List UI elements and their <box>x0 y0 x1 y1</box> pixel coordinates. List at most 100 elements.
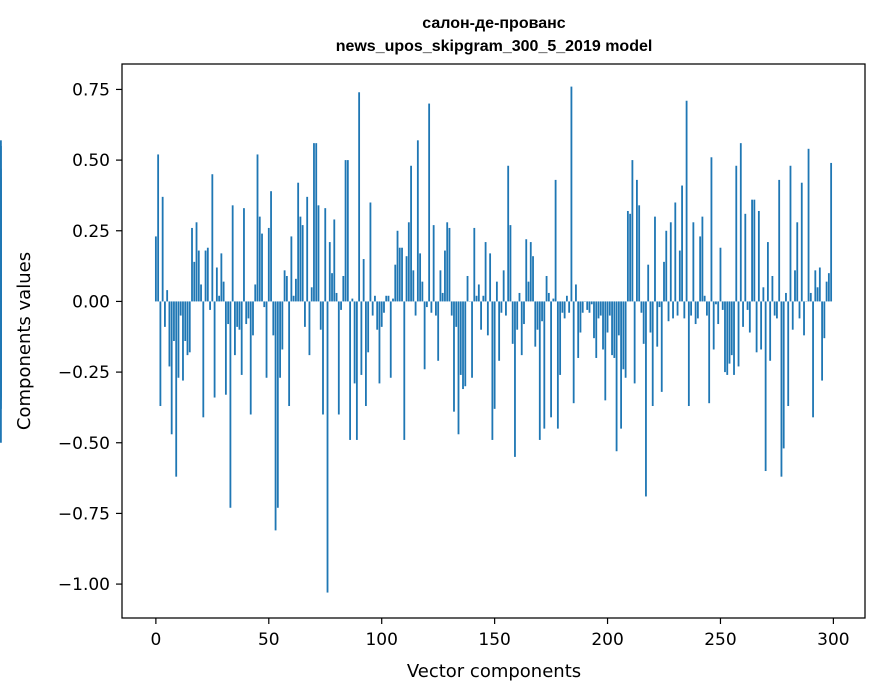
bar <box>742 301 744 327</box>
plot-frame <box>121 63 866 619</box>
bar <box>791 301 794 330</box>
bar <box>328 242 331 302</box>
bar <box>615 301 618 452</box>
bar <box>676 301 679 316</box>
bar <box>696 301 699 319</box>
bar <box>764 301 767 472</box>
bar <box>579 301 582 333</box>
bar <box>254 284 257 302</box>
bar <box>224 301 227 395</box>
bar <box>154 236 157 302</box>
bar <box>748 301 751 333</box>
bar <box>818 267 821 302</box>
bar <box>270 191 272 302</box>
bar <box>414 301 417 316</box>
bar <box>495 281 498 302</box>
bar <box>825 281 828 302</box>
bar <box>193 261 196 302</box>
bar <box>737 301 740 367</box>
x-axis: 0 50 100 150 200 250 300 <box>150 618 850 650</box>
bar <box>660 301 663 392</box>
bar <box>552 298 555 302</box>
bar <box>683 301 686 319</box>
bar <box>229 301 232 508</box>
bar <box>159 301 162 407</box>
bar <box>322 301 324 415</box>
y-tick-label: −1.00 <box>58 575 110 595</box>
bar <box>419 253 422 302</box>
bar <box>590 301 593 305</box>
bar <box>692 222 695 302</box>
bar <box>315 143 318 302</box>
bar <box>776 301 778 319</box>
bar <box>710 157 713 302</box>
bar <box>238 301 241 330</box>
bar <box>694 301 697 325</box>
bar <box>213 301 216 398</box>
bar <box>647 264 650 302</box>
bar <box>629 213 632 302</box>
bar <box>502 270 505 302</box>
y-tick-label: 0.25 <box>72 222 110 242</box>
bar <box>448 227 451 302</box>
bar <box>353 301 356 384</box>
bar <box>392 298 394 302</box>
bar <box>536 301 539 330</box>
bar <box>283 270 286 302</box>
bar <box>568 301 571 313</box>
y-tick-label: −0.25 <box>58 363 110 383</box>
bar <box>550 301 552 418</box>
bar <box>317 205 320 302</box>
bar <box>814 270 817 302</box>
bar <box>288 301 291 407</box>
bar <box>654 216 656 302</box>
bar <box>561 301 564 313</box>
bar <box>606 301 609 333</box>
bar <box>423 301 426 370</box>
bar <box>523 301 525 325</box>
bar <box>304 301 306 327</box>
bar <box>209 301 211 310</box>
bar <box>428 103 431 302</box>
bar <box>351 298 354 302</box>
bar <box>378 301 381 384</box>
bar <box>538 301 541 440</box>
chart-subtitle: news_upos_skipgram_300_5_2019 model <box>336 38 653 55</box>
bar <box>581 301 584 313</box>
bar <box>459 301 462 375</box>
bar <box>712 301 715 350</box>
bar <box>631 160 634 302</box>
bar <box>728 301 731 364</box>
bar <box>721 301 724 310</box>
bar <box>575 284 577 302</box>
bar <box>365 301 367 407</box>
bar <box>272 301 275 336</box>
bar <box>202 301 205 418</box>
bar <box>527 281 530 302</box>
bar <box>342 275 345 302</box>
y-tick-label: 0.00 <box>72 292 110 312</box>
bar <box>498 301 501 361</box>
bar <box>622 301 625 370</box>
bar <box>757 210 760 302</box>
bar <box>421 281 424 302</box>
bar <box>464 301 467 387</box>
bar <box>394 264 397 302</box>
bar <box>798 301 801 319</box>
bar <box>480 301 482 330</box>
bar <box>755 301 758 353</box>
x-tick-label: 100 <box>365 630 397 650</box>
bar <box>715 301 717 305</box>
bar <box>173 301 175 341</box>
bar <box>541 301 543 322</box>
bar <box>593 301 595 339</box>
bar <box>245 301 248 325</box>
bar <box>556 301 559 429</box>
bar <box>703 295 706 302</box>
bar <box>489 253 492 302</box>
bar <box>475 295 478 302</box>
bar <box>267 227 270 302</box>
bar <box>604 301 607 401</box>
bar <box>687 301 690 407</box>
bar <box>532 256 534 302</box>
